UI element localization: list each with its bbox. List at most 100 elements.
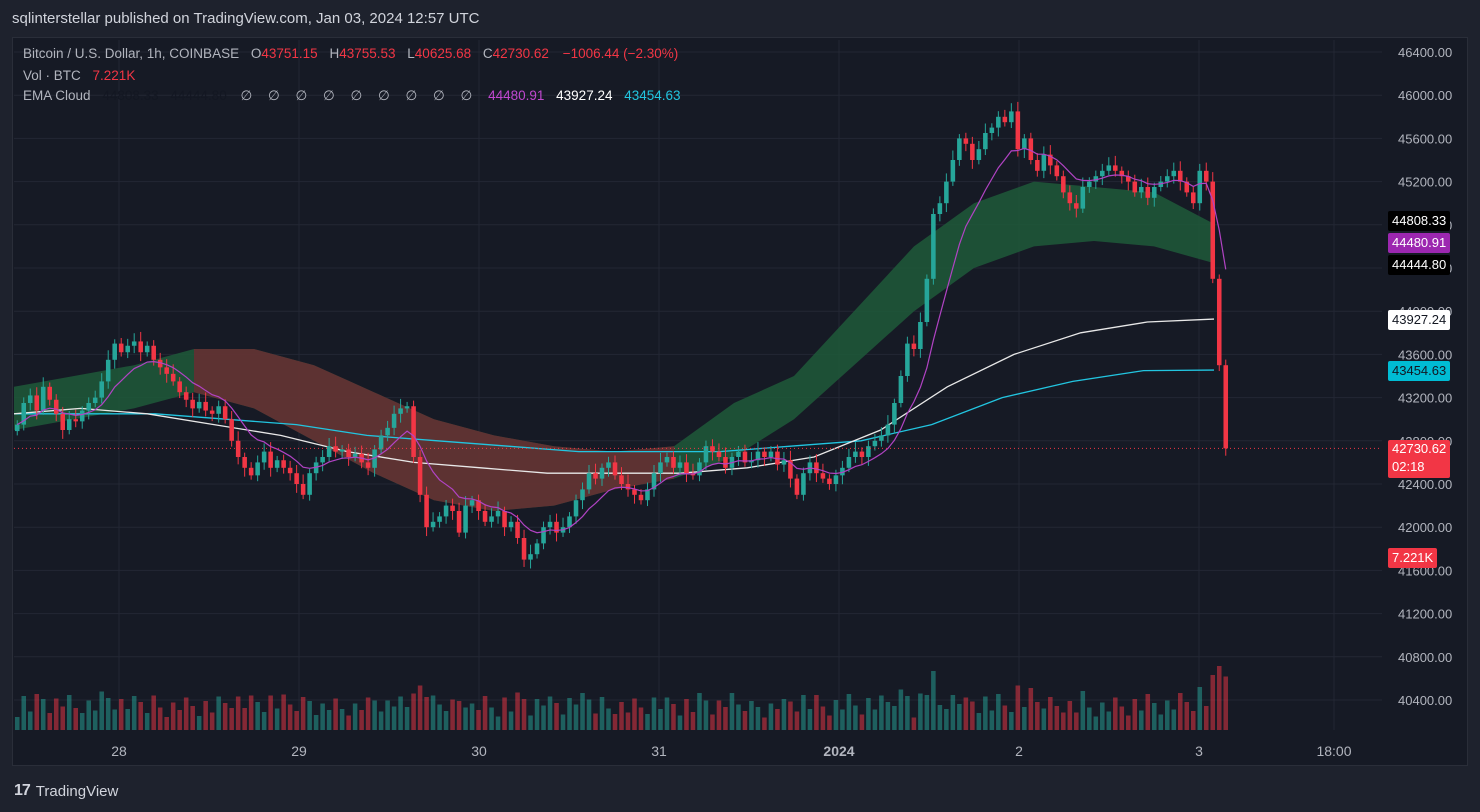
legend-volume-value: 7.221K xyxy=(92,68,136,83)
candle-body xyxy=(196,401,202,409)
candle-body xyxy=(235,440,241,457)
candle-body xyxy=(502,511,507,528)
candle-body xyxy=(320,457,325,463)
candle-body xyxy=(274,460,280,468)
candle-body xyxy=(983,133,988,150)
candle-body xyxy=(1087,181,1092,187)
candle-body xyxy=(53,399,59,414)
candle-body xyxy=(222,406,228,420)
candle-body xyxy=(840,467,845,476)
volume-bar xyxy=(619,702,624,730)
volume-bar xyxy=(476,710,481,730)
volume-bar xyxy=(248,695,254,730)
candle-body xyxy=(495,511,501,517)
candle-body xyxy=(1028,138,1034,160)
candle-body xyxy=(1002,116,1008,123)
legend-change: −1006.44 (−2.30%) xyxy=(562,46,679,61)
candle-body xyxy=(645,489,650,501)
volume-bar xyxy=(892,706,897,730)
candle-body xyxy=(638,494,644,501)
candle-body xyxy=(723,457,728,468)
candle-body xyxy=(118,343,124,353)
volume-bar xyxy=(1022,707,1027,730)
volume-bar xyxy=(963,697,969,730)
candle-body xyxy=(794,478,800,495)
legend-ohlc[interactable]: Bitcoin / U.S. Dollar, 1h, COINBASE O437… xyxy=(23,46,680,61)
volume-bar xyxy=(242,708,247,730)
volume-bar xyxy=(456,701,462,730)
x-tick-label: 18:00 xyxy=(1316,743,1351,759)
volume-bar xyxy=(950,695,956,730)
candle-body xyxy=(1165,176,1170,182)
volume-bar xyxy=(170,702,176,730)
candle-body xyxy=(788,460,793,479)
volume-bar xyxy=(918,693,923,730)
candle-body xyxy=(294,473,299,484)
volume-bar xyxy=(274,708,280,730)
candle-body xyxy=(170,373,176,382)
candle-body xyxy=(1022,138,1027,150)
volume-bar xyxy=(469,703,475,730)
legend-ema-cloud[interactable]: EMA Cloud 44808.33 44444.80 ∅ ∅ ∅ ∅ ∅ ∅ … xyxy=(23,88,683,104)
candle-body xyxy=(820,473,826,479)
volume-bar xyxy=(359,710,364,730)
candle-body xyxy=(1171,170,1177,177)
candle-body xyxy=(164,367,169,374)
footer-brand[interactable]: 17 TradingView xyxy=(14,782,118,800)
volume-bar xyxy=(203,701,208,730)
x-tick-label: 30 xyxy=(471,743,487,759)
volume-bar xyxy=(547,696,553,730)
volume-bar xyxy=(131,696,137,730)
legend-ema-v4: 43927.24 xyxy=(556,88,613,103)
candle-body xyxy=(892,403,897,425)
candle-body xyxy=(131,341,137,346)
candle-body xyxy=(378,435,384,450)
candle-body xyxy=(1067,192,1073,204)
x-tick-label: 2024 xyxy=(823,743,854,759)
volume-bar xyxy=(1184,702,1190,730)
candle-body xyxy=(554,521,559,533)
candle-body xyxy=(573,500,579,517)
volume-bar xyxy=(398,696,403,730)
candle-body xyxy=(229,419,234,441)
legend-ema-v2: 44444.80 xyxy=(170,88,227,103)
volume-bar xyxy=(1152,703,1157,730)
candle-body xyxy=(398,408,403,414)
volume-bar xyxy=(27,711,33,730)
legend-volume[interactable]: Vol · BTC 7.221K xyxy=(23,68,137,83)
candle-body xyxy=(957,138,962,160)
y-tick-label: 40800.00 xyxy=(1398,650,1452,665)
volume-bar xyxy=(1216,666,1222,730)
volume-bar xyxy=(970,701,975,730)
candle-body xyxy=(781,460,787,465)
volume-bar xyxy=(1171,709,1177,730)
candle-body xyxy=(989,127,995,133)
price-tag-ema-cyan: 43454.63 xyxy=(1388,361,1451,381)
y-tick-label: 42000.00 xyxy=(1398,520,1452,535)
volume-bar xyxy=(73,708,78,730)
candle-body xyxy=(157,359,163,368)
volume-bar xyxy=(996,694,1001,730)
candle-body xyxy=(547,521,553,528)
candle-body xyxy=(385,427,390,436)
volume-bar xyxy=(560,714,566,730)
volume-bar xyxy=(164,717,169,730)
volume-bar xyxy=(112,709,117,730)
volume-bar xyxy=(1165,700,1170,730)
volume-bar xyxy=(768,703,774,730)
candle-body xyxy=(736,451,741,457)
volume-bar xyxy=(1087,707,1092,730)
candle-body xyxy=(1216,278,1222,366)
candle-body xyxy=(287,467,293,474)
candle-body xyxy=(924,278,930,322)
volume-bar xyxy=(866,698,871,730)
candle-body xyxy=(268,451,273,468)
candle-body xyxy=(333,446,338,452)
volume-bar xyxy=(658,709,663,730)
volume-bar xyxy=(671,704,676,730)
volume-bar xyxy=(34,694,40,730)
volume-bar xyxy=(723,707,728,730)
x-tick-label: 31 xyxy=(651,743,667,759)
volume-bar xyxy=(586,699,592,730)
